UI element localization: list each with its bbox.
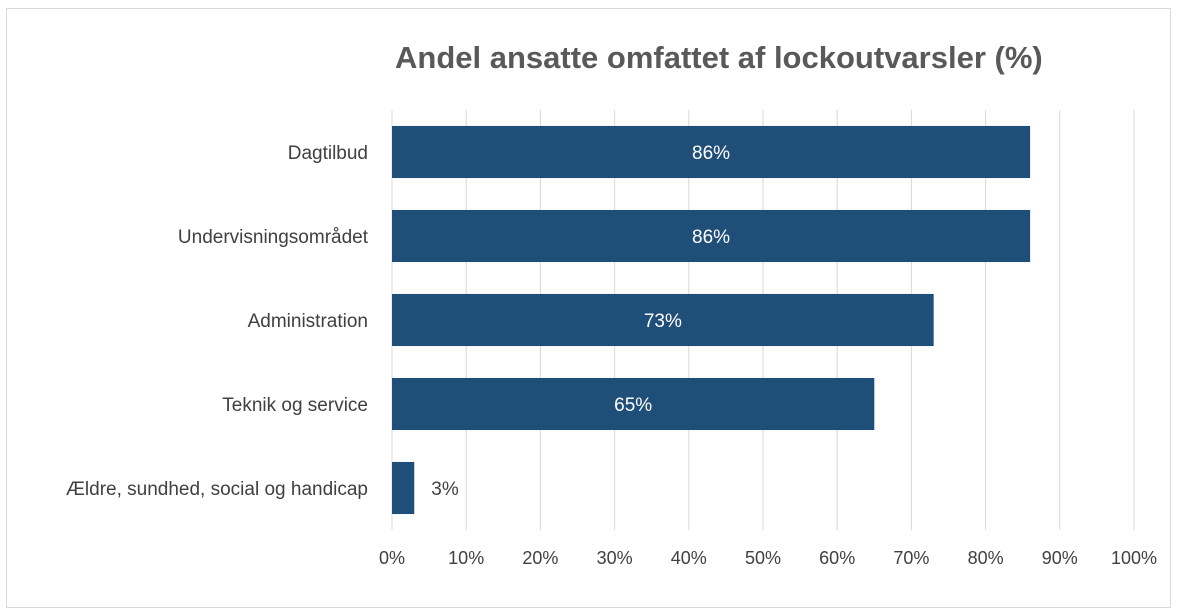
chart-title: Andel ansatte omfattet af lockoutvarsler… bbox=[395, 40, 1043, 75]
bar bbox=[392, 461, 415, 515]
bar bbox=[392, 293, 934, 347]
category-label: Teknik og service bbox=[222, 395, 368, 416]
x-tick-label: 60% bbox=[819, 548, 855, 568]
bar bbox=[392, 377, 875, 431]
bar bbox=[392, 125, 1031, 179]
data-label: 3% bbox=[431, 479, 459, 500]
x-tick-label: 10% bbox=[448, 548, 484, 568]
x-tick-label: 100% bbox=[1111, 548, 1157, 568]
x-tick-label: 20% bbox=[522, 548, 558, 568]
bar bbox=[392, 209, 1031, 263]
x-tick-label: 80% bbox=[968, 548, 1004, 568]
x-tick-label: 90% bbox=[1042, 548, 1078, 568]
data-label: 65% bbox=[614, 395, 652, 416]
x-tick-labels: 0% 10% 20% 30% 40% 50% 60% 70% 80% 90% 100% bbox=[379, 548, 1157, 568]
category-labels: Dagtilbud Undervisningsområdet Administrat… bbox=[66, 143, 369, 500]
category-label: Ældre, sundhed, social og handicap bbox=[66, 479, 368, 500]
x-tick-label: 0% bbox=[379, 548, 405, 568]
x-tick-label: 50% bbox=[745, 548, 781, 568]
data-label: 86% bbox=[692, 227, 730, 248]
data-label: 73% bbox=[644, 311, 682, 332]
category-label: Undervisningsområdet bbox=[178, 227, 369, 248]
x-tick-label: 40% bbox=[671, 548, 707, 568]
x-tick-label: 30% bbox=[597, 548, 633, 568]
bars bbox=[392, 125, 1031, 515]
data-label: 86% bbox=[692, 143, 730, 164]
bar-chart: Dagtilbud Undervisningsområdet Administrat… bbox=[66, 110, 1157, 568]
category-label: Dagtilbud bbox=[288, 143, 368, 164]
category-label: Administration bbox=[248, 311, 368, 332]
x-tick-label: 70% bbox=[893, 548, 929, 568]
gridlines bbox=[391, 110, 1135, 530]
data-labels: 86% 86% 73% 65% 3% bbox=[431, 143, 730, 500]
